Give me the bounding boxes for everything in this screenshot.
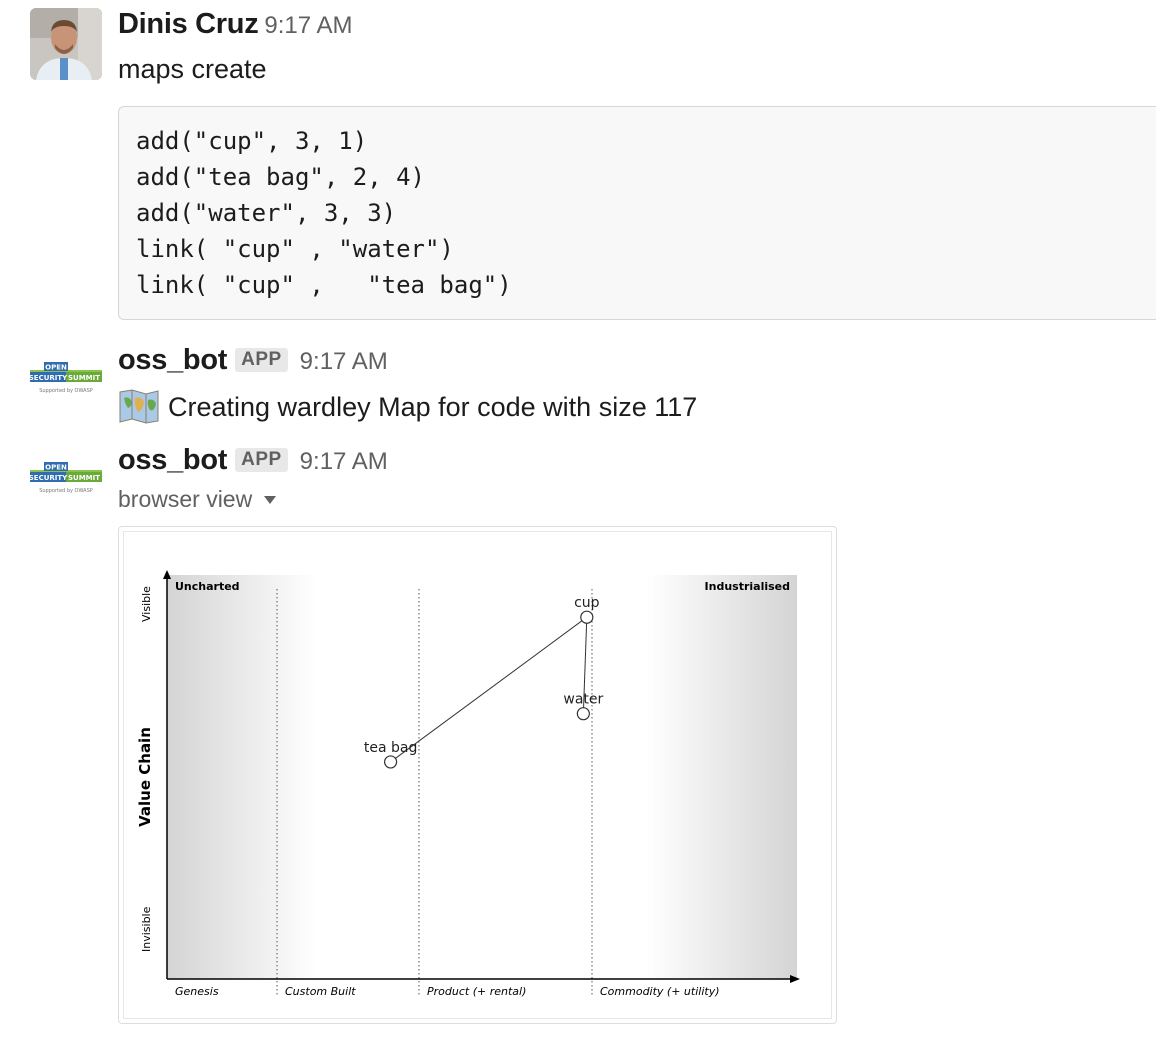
uncharted-shade [167,575,317,979]
uncharted-label: Uncharted [175,580,240,593]
map-nodes: cup tea bag water [364,595,604,769]
map-node [384,755,398,769]
author-label[interactable]: oss_bot [118,344,228,376]
bot-avatar[interactable]: OPEN SECURITY SUMMIT Supported by OWASP [30,352,102,424]
code-line: link( "cup" , "tea bag") [136,271,512,299]
app-badge: APP [235,448,288,472]
stage-labels: Genesis Custom Built Product (+ rental) Com… [175,985,720,998]
code-line: link( "cup" , "water") [136,235,454,263]
attachment-toggle[interactable]: browser view [118,486,277,513]
timestamp[interactable]: 9:17 AM [299,348,388,375]
map-node [580,610,594,624]
stage-label: Product (+ rental) [427,985,526,998]
code-line: add("tea bag", 2, 4) [136,163,425,191]
svg-text:Supported by OWASP: Supported by OWASP [39,488,93,494]
user-photo-icon [30,8,102,80]
author-name[interactable]: oss_bot APP 9:17 AM [118,444,388,477]
stage-label: Custom Built [285,985,356,998]
world-map-icon [118,388,160,424]
svg-text:SUMMIT: SUMMIT [68,374,100,382]
map-node-label: cup [574,595,600,611]
bot-avatar[interactable]: OPEN SECURITY SUMMIT Supported by OWASP [30,452,102,524]
industrialised-shade [647,575,797,979]
wardley-map: Uncharted Industrialised Value Chain Vis… [136,570,800,998]
author-label[interactable]: oss_bot [118,444,228,476]
svg-text:SUMMIT: SUMMIT [68,474,100,482]
timestamp[interactable]: 9:17 AM [264,12,353,39]
caret-down-icon[interactable] [264,496,277,504]
map-link [582,617,588,714]
message-text: Creating wardley Map for code with size … [118,388,697,424]
open-security-summit-logo-icon: OPEN SECURITY SUMMIT Supported by OWASP [30,462,102,494]
author-name[interactable]: oss_bot APP 9:17 AM [118,344,388,377]
y-axis-top-label: Visible [140,586,153,622]
avatar[interactable] [30,8,102,80]
x-axis-arrow [790,975,800,983]
map-links [390,616,588,763]
stage-label: Genesis [175,985,219,998]
open-security-summit-logo-icon: OPEN SECURITY SUMMIT Supported by OWASP [30,362,102,394]
map-image-inner: Uncharted Industrialised Value Chain Vis… [123,531,832,1019]
map-node-label: tea bag [364,740,417,756]
message-text: maps create [118,54,267,84]
svg-text:SECURITY: SECURITY [30,374,68,382]
app-badge: APP [235,348,288,372]
y-axis-bottom-label: Invisible [140,906,153,952]
y-axis-label: Value Chain [136,727,154,827]
map-node [576,707,590,721]
timestamp[interactable]: 9:17 AM [299,448,388,475]
svg-text:OPEN: OPEN [45,364,67,372]
stage-label: Commodity (+ utility) [600,985,720,998]
code-block: add("cup", 3, 1) add("tea bag", 2, 4) ad… [118,106,1156,320]
svg-text:OPEN: OPEN [45,464,67,472]
industrialised-label: Industrialised [705,580,790,593]
stage-dividers [276,589,593,997]
author-label[interactable]: Dinis Cruz [118,8,259,40]
map-image[interactable]: Uncharted Industrialised Value Chain Vis… [118,526,837,1024]
code-line: add("cup", 3, 1) [136,127,368,155]
map-node-label: water [563,692,603,708]
y-axis-arrow [163,570,171,579]
svg-text:Supported by OWASP: Supported by OWASP [39,388,93,394]
code-line: add("water", 3, 3) [136,199,397,227]
author-name[interactable]: Dinis Cruz 9:17 AM [118,8,352,41]
message-label: Creating wardley Map for code with size … [168,392,698,422]
svg-text:SECURITY: SECURITY [30,474,68,482]
map-link [390,616,588,763]
attachment-title[interactable]: browser view [118,486,253,512]
